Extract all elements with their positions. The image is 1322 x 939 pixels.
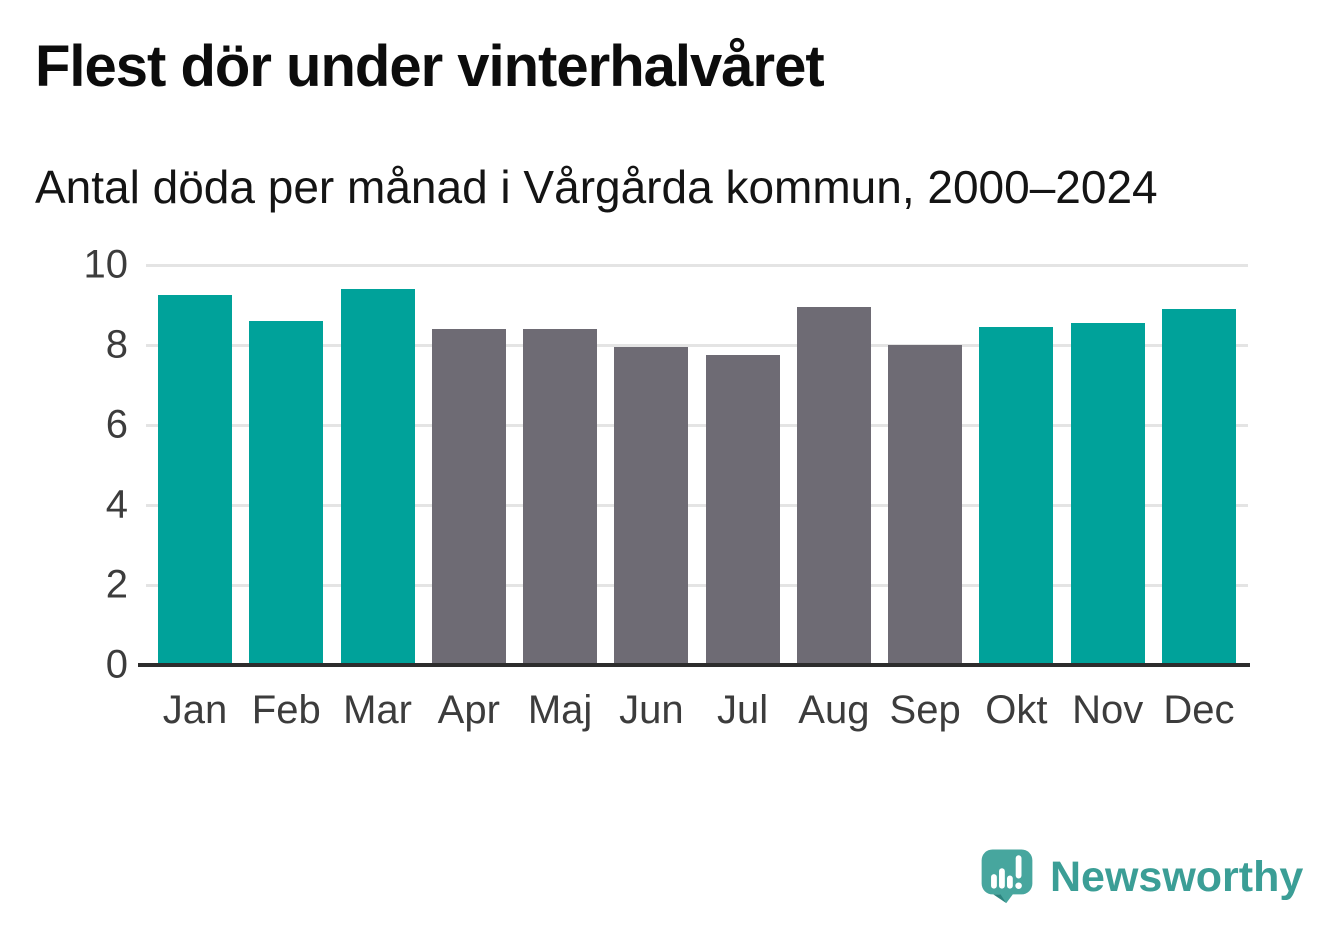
bar-jul (705, 355, 780, 665)
x-tick-label-mar: Mar (343, 688, 412, 732)
chart-title: Flest dör under vinterhalvåret (35, 34, 825, 99)
x-axis-labels: Jan Feb Mar Apr Maj Jun Jul Aug Sep Okt Nov Dec (146, 688, 1248, 733)
bar-aug (796, 307, 871, 665)
bar-nov (1070, 323, 1145, 665)
x-tick-label-sep: Sep (889, 688, 961, 732)
newsworthy-logo-icon (981, 849, 1033, 904)
y-tick-label-0: 0 (105, 642, 128, 687)
x-tick-label-okt: Okt (985, 688, 1048, 732)
y-tick-label-4: 4 (105, 482, 128, 527)
x-tick-label-jan: Jan (162, 688, 228, 732)
x-tick-label-apr: Apr (437, 688, 500, 732)
bar-feb (249, 321, 324, 665)
gridline-y10 (146, 263, 1248, 267)
bar-mar (340, 289, 415, 665)
x-tick-label-nov: Nov (1072, 688, 1144, 732)
x-tick-label-feb: Feb (251, 688, 321, 732)
bar-okt (979, 327, 1054, 665)
y-tick-label-6: 6 (105, 402, 128, 447)
bar-series (146, 265, 1248, 665)
chart-subtitle: Antal döda per månad i Vårgårda kommun, … (35, 161, 1158, 213)
x-tick-label-jun: Jun (619, 688, 684, 732)
x-tick-label-aug: Aug (798, 688, 870, 732)
gridline-y6 (146, 423, 1248, 427)
bar-apr (431, 329, 506, 665)
gridline-y4 (146, 503, 1248, 507)
bar-jun (614, 347, 689, 665)
bar-maj (523, 329, 598, 665)
gridline-y2 (146, 583, 1248, 587)
brand-footer[interactable]: Newsworthy (978, 846, 1303, 908)
x-axis-line (138, 663, 1250, 667)
bar-jan (158, 295, 232, 665)
x-tick-label-maj: Maj (527, 688, 593, 732)
brand-name: Newsworthy (1050, 852, 1304, 901)
x-tick-label-dec: Dec (1163, 688, 1235, 732)
bar-dec (1161, 309, 1236, 665)
gridline-y8 (146, 343, 1248, 347)
plot-area (138, 263, 1250, 667)
y-tick-label-8: 8 (105, 322, 128, 367)
x-tick-label-jul: Jul (717, 688, 769, 732)
y-axis-labels: 0 2 4 6 8 10 (35, 243, 129, 687)
y-tick-label-10: 10 (83, 242, 129, 287)
bar-sep (888, 345, 963, 665)
y-tick-label-2: 2 (105, 562, 128, 607)
